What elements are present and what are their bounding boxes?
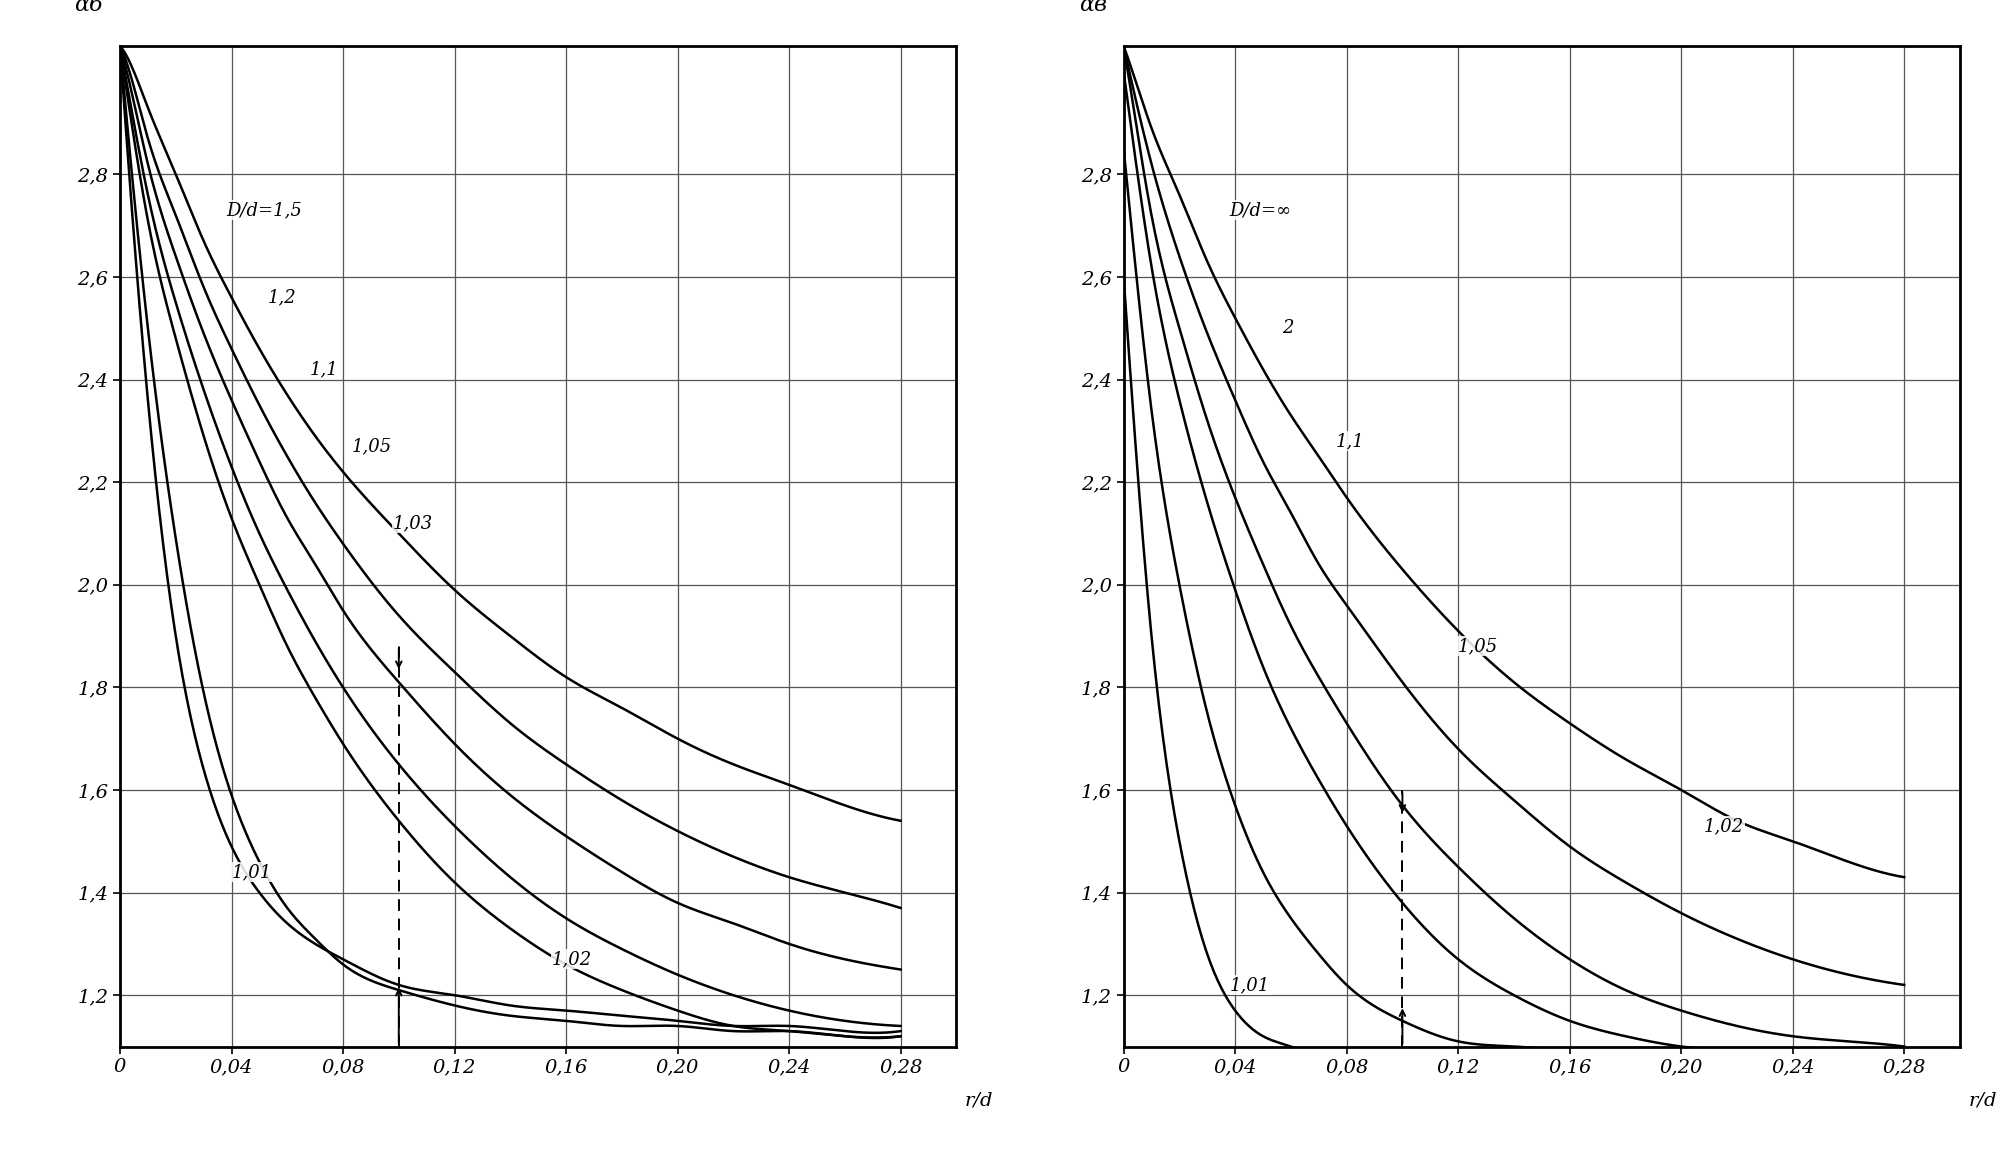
Text: 1,05: 1,05	[352, 437, 392, 455]
Text: 1,03: 1,03	[394, 514, 434, 532]
Text: 1,05: 1,05	[1458, 637, 1498, 655]
Text: D/d=1,5: D/d=1,5	[226, 201, 302, 220]
Text: 1,01: 1,01	[1230, 976, 1270, 994]
Text: r/d: r/d	[1968, 1091, 1996, 1110]
Text: 1,02: 1,02	[552, 950, 592, 968]
Text: αв: αв	[1078, 0, 1106, 16]
Text: r/d: r/d	[964, 1091, 994, 1110]
Text: α6: α6	[74, 0, 104, 16]
Text: 1,1: 1,1	[1336, 432, 1364, 450]
Text: 1,01: 1,01	[232, 862, 272, 881]
Text: 1,1: 1,1	[310, 360, 338, 378]
Text: 1,2: 1,2	[268, 289, 296, 306]
Text: 2: 2	[1282, 320, 1294, 337]
Text: 1,02: 1,02	[1704, 816, 1744, 835]
Text: D/d=∞: D/d=∞	[1230, 201, 1292, 220]
